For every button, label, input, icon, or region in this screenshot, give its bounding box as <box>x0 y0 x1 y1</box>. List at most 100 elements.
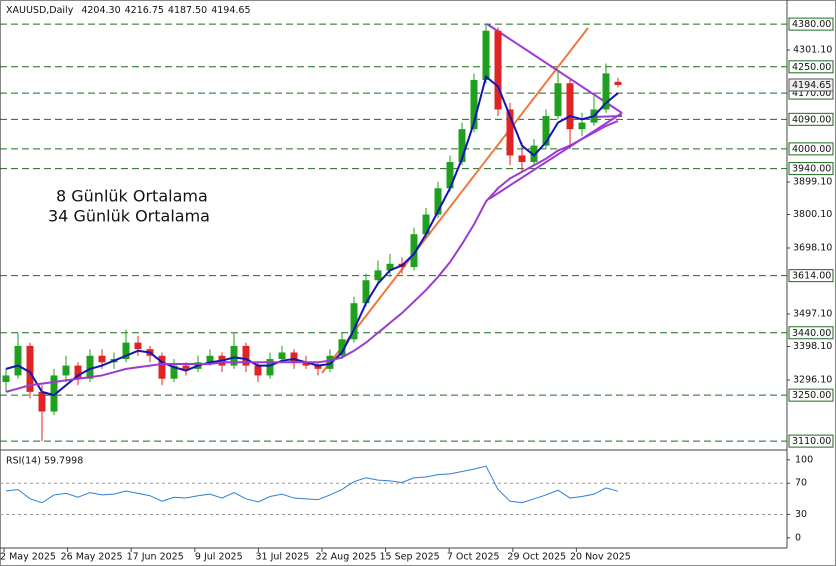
y-tick-label: 3698.10 <box>793 243 832 254</box>
level-label: 3614.00 <box>792 271 831 282</box>
candle-body <box>482 30 490 80</box>
candle-body <box>578 122 586 130</box>
candle-body <box>158 355 166 379</box>
candle-body <box>230 345 238 366</box>
level-box <box>788 112 834 126</box>
trendline <box>321 27 589 374</box>
level-label: 3940.00 <box>792 164 831 175</box>
level-label: 4250.00 <box>792 62 831 73</box>
moving-average <box>5 120 619 393</box>
y-tick-label: 3398.10 <box>793 341 832 352</box>
x-tick-label: 9 Jul 2025 <box>195 552 243 563</box>
candle-body <box>506 109 514 156</box>
candle-body <box>62 365 70 376</box>
close-label: 4194.65 <box>211 5 250 16</box>
candle-body <box>2 375 10 383</box>
candle-body <box>38 391 46 412</box>
plot <box>2 24 622 442</box>
candle-body <box>422 214 430 235</box>
last-price-label: 4194.65 <box>792 80 831 91</box>
candle-body <box>470 79 478 130</box>
candle-body <box>350 303 358 340</box>
last-price-box <box>788 78 834 92</box>
candle-body <box>50 375 58 412</box>
level-box <box>788 162 834 176</box>
trendline <box>488 112 623 200</box>
candle-body <box>290 352 298 363</box>
level-label: 4170.00 <box>792 88 831 99</box>
candle-body <box>314 365 322 369</box>
candle-body <box>206 355 214 363</box>
header: XAUUSD,Daily 4204.30 4216.75 4187.50 4194.65 <box>6 5 251 16</box>
level-label: 3440.00 <box>792 328 831 339</box>
y-tick-label: 3800.10 <box>793 209 832 220</box>
candle-body <box>542 116 550 146</box>
y-tick-label: 3899.10 <box>793 177 832 188</box>
candle-body <box>26 345 34 392</box>
open-label: 4204.30 <box>81 5 120 16</box>
level-box <box>788 269 834 283</box>
candle-body <box>134 342 142 350</box>
level-box <box>788 326 834 340</box>
level-label: 4090.00 <box>792 114 831 125</box>
x-tick-label: 29 Oct 2025 <box>507 552 566 563</box>
candle-body <box>302 362 310 366</box>
candle-body <box>86 355 94 379</box>
y-tick-label: 3497.10 <box>793 309 832 320</box>
x-tick-label: 7 Oct 2025 <box>447 552 500 563</box>
high-label: 4216.75 <box>125 5 164 16</box>
candle-body <box>266 359 274 376</box>
rsi-tick-label: 100 <box>795 454 813 465</box>
candle-body <box>530 145 538 163</box>
level-box <box>788 60 834 74</box>
legend-entry: 34 Günlük Ortalama <box>48 207 210 226</box>
candle-body <box>242 345 250 366</box>
candle-body <box>170 365 178 379</box>
candle-body <box>386 263 394 271</box>
candle-body <box>554 83 562 117</box>
rsi-tick-label: 30 <box>795 509 807 520</box>
candle-body <box>122 342 130 360</box>
rsi-tick-label: 0 <box>795 532 801 543</box>
candle-body <box>410 234 418 268</box>
x-tick-label: 15 Sep 2025 <box>379 552 439 563</box>
x-tick-label: 26 May 2025 <box>61 552 123 563</box>
candle-body <box>566 83 574 130</box>
rsi-title: RSI(14) 59.7998 <box>6 456 83 467</box>
x-tick-label: 31 Jul 2025 <box>256 552 310 563</box>
y-tick-label: 4301.10 <box>793 45 832 56</box>
moving-average <box>5 74 619 397</box>
rsi-line <box>5 465 619 504</box>
symbol: XAUUSD,Daily <box>6 5 74 16</box>
candle-body <box>326 355 334 369</box>
x-tick-label: 2 May 2025 <box>0 552 56 563</box>
candle-body <box>434 188 442 215</box>
candle-body <box>98 355 106 363</box>
x-tick-label: 17 Jun 2025 <box>127 552 184 563</box>
candle-body <box>182 365 190 369</box>
candle-body <box>602 73 610 110</box>
level-box <box>788 17 834 31</box>
level-label: 4380.00 <box>792 19 831 30</box>
candle-body <box>446 162 454 189</box>
level-box <box>788 434 834 448</box>
low-label: 4187.50 <box>168 5 207 16</box>
level-label: 3110.00 <box>792 436 831 447</box>
x-tick-label: 22 Aug 2025 <box>316 552 377 563</box>
y-tick-label: 3296.10 <box>793 375 832 386</box>
candle-body <box>14 345 22 376</box>
x-tick-label: 20 Nov 2025 <box>570 552 631 563</box>
candle-body <box>494 30 502 110</box>
candle-body <box>278 352 286 360</box>
rsi-tick-label: 70 <box>795 478 807 489</box>
candle-body <box>374 270 382 281</box>
candle-body <box>74 365 82 379</box>
candle-body <box>254 365 262 376</box>
level-label: 4000.00 <box>792 144 831 155</box>
candle-body <box>338 339 346 356</box>
candle-body <box>362 280 370 304</box>
candle-body <box>518 155 526 163</box>
level-box <box>788 142 834 156</box>
